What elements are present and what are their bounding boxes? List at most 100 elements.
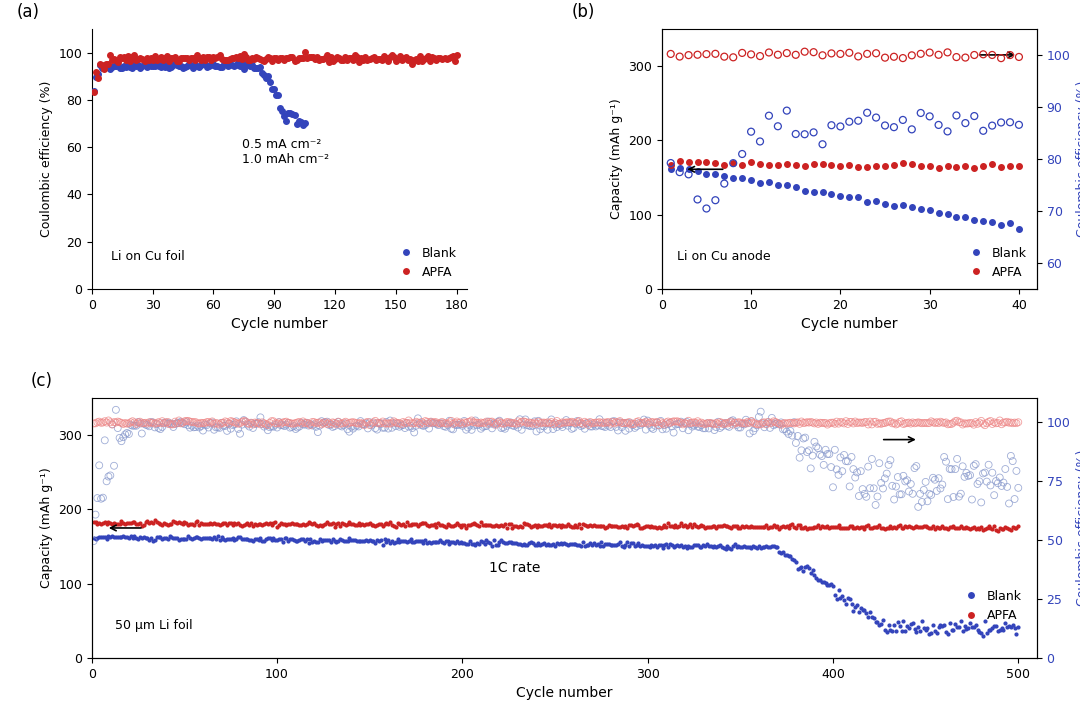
Point bbox=[518, 419, 536, 431]
Point bbox=[689, 165, 706, 176]
Point bbox=[947, 618, 964, 630]
Point bbox=[907, 626, 924, 638]
Point bbox=[197, 54, 214, 66]
Point bbox=[881, 520, 899, 531]
Point bbox=[761, 417, 779, 429]
Point bbox=[909, 521, 927, 533]
Point bbox=[467, 415, 484, 427]
Point bbox=[789, 563, 807, 575]
Point bbox=[456, 415, 473, 427]
Point bbox=[361, 416, 378, 428]
Point bbox=[235, 414, 253, 426]
Point bbox=[704, 520, 721, 531]
Point bbox=[852, 416, 869, 428]
Point bbox=[661, 520, 678, 531]
Point bbox=[117, 429, 134, 440]
Point bbox=[313, 521, 330, 532]
Point bbox=[94, 531, 111, 543]
Point bbox=[411, 518, 429, 530]
Point bbox=[713, 542, 730, 553]
Point bbox=[880, 459, 897, 471]
Point bbox=[508, 538, 525, 549]
Point bbox=[355, 419, 373, 430]
Point bbox=[181, 518, 199, 529]
Point bbox=[469, 538, 486, 549]
Point bbox=[295, 416, 312, 427]
Point bbox=[322, 419, 339, 430]
Point bbox=[461, 416, 478, 427]
Point bbox=[454, 418, 471, 429]
Point bbox=[743, 415, 760, 427]
Point bbox=[243, 59, 260, 71]
Point bbox=[986, 489, 1003, 501]
Point bbox=[539, 424, 556, 435]
Point bbox=[554, 422, 571, 433]
Point bbox=[707, 522, 725, 534]
Point bbox=[600, 416, 618, 428]
Point bbox=[219, 54, 237, 66]
Point bbox=[434, 54, 451, 65]
Point bbox=[939, 46, 956, 58]
Point bbox=[332, 520, 349, 531]
Point bbox=[199, 51, 216, 63]
Point bbox=[832, 452, 849, 463]
Point bbox=[617, 539, 634, 551]
Point bbox=[163, 418, 180, 429]
Point bbox=[559, 539, 577, 550]
Point bbox=[615, 521, 632, 533]
Point bbox=[399, 417, 416, 429]
Point bbox=[967, 416, 984, 428]
Point bbox=[995, 416, 1012, 428]
Point bbox=[120, 428, 137, 440]
Point bbox=[189, 60, 206, 72]
Point bbox=[752, 158, 769, 170]
Point bbox=[973, 497, 990, 508]
Point bbox=[907, 521, 924, 532]
Point bbox=[321, 419, 338, 431]
Point bbox=[306, 416, 323, 428]
Point bbox=[735, 521, 753, 533]
Point bbox=[797, 432, 814, 443]
Point bbox=[477, 534, 495, 546]
Point bbox=[974, 48, 991, 60]
Point bbox=[883, 523, 901, 534]
Point bbox=[583, 520, 600, 531]
Point bbox=[502, 416, 519, 428]
Point bbox=[185, 532, 202, 544]
Point bbox=[339, 535, 356, 547]
Point bbox=[254, 54, 271, 66]
Point bbox=[265, 421, 282, 432]
Point bbox=[257, 419, 274, 431]
Point bbox=[217, 58, 234, 69]
Point bbox=[472, 516, 489, 528]
Point bbox=[960, 418, 977, 429]
Point bbox=[619, 417, 636, 429]
Point bbox=[585, 417, 603, 429]
Point bbox=[127, 532, 145, 544]
Point bbox=[448, 416, 465, 427]
Point bbox=[940, 523, 957, 535]
Point bbox=[771, 546, 788, 557]
Point bbox=[215, 420, 232, 432]
Point bbox=[456, 536, 473, 548]
Point bbox=[993, 419, 1010, 430]
Point bbox=[252, 518, 269, 529]
Point bbox=[917, 625, 934, 636]
Point bbox=[922, 627, 940, 638]
Point bbox=[842, 451, 860, 463]
Point bbox=[731, 417, 748, 429]
Point bbox=[111, 62, 129, 74]
Point bbox=[302, 51, 320, 63]
Point bbox=[435, 420, 453, 432]
Point bbox=[505, 537, 523, 549]
Point bbox=[275, 532, 293, 544]
Point bbox=[191, 422, 208, 433]
Point bbox=[381, 418, 399, 429]
Point bbox=[528, 521, 545, 533]
Point bbox=[526, 539, 543, 551]
Point bbox=[300, 516, 318, 528]
Point bbox=[850, 192, 867, 203]
Point bbox=[733, 159, 751, 171]
Point bbox=[451, 521, 469, 532]
Point bbox=[231, 531, 248, 543]
